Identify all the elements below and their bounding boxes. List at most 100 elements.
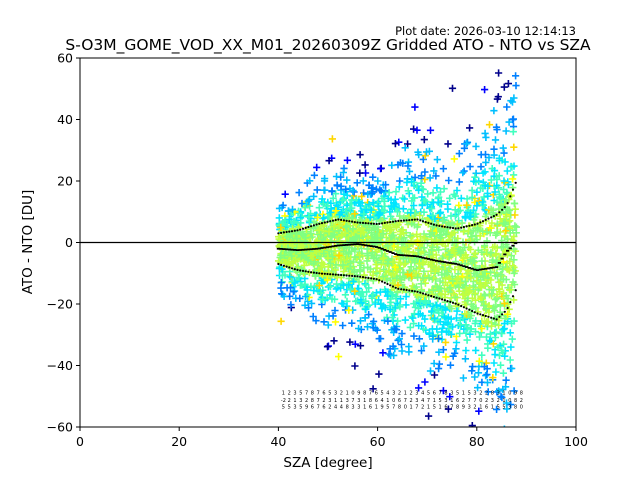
data-point xyxy=(358,192,366,200)
data-point xyxy=(492,250,500,258)
mean-marker xyxy=(361,243,365,246)
bin-count-label: 7 xyxy=(305,391,308,397)
lower-std-marker xyxy=(468,308,471,311)
upper-std-marker xyxy=(498,211,501,214)
data-point xyxy=(389,258,397,266)
data-point xyxy=(399,205,407,213)
data-point xyxy=(329,194,337,202)
upper-std-marker xyxy=(285,230,288,234)
bin-count-label: 2 xyxy=(520,398,523,404)
data-point xyxy=(379,273,387,281)
data-point xyxy=(500,325,508,333)
data-point xyxy=(346,338,354,346)
data-point xyxy=(308,233,316,241)
data-point xyxy=(493,405,501,413)
bin-count-label: 1 xyxy=(462,391,465,397)
upper-std-marker xyxy=(326,220,329,223)
data-point xyxy=(371,233,379,242)
data-point xyxy=(444,205,452,213)
bin-count-label: 1 xyxy=(386,398,389,404)
bin-count-label: 3 xyxy=(328,398,331,404)
lower-std-marker xyxy=(400,288,403,291)
data-point xyxy=(489,209,497,217)
mean-marker xyxy=(429,258,433,261)
data-point xyxy=(449,352,457,360)
data-point xyxy=(340,256,348,264)
data-point xyxy=(301,301,309,309)
data-point xyxy=(309,312,317,321)
bin-count-label: 2 xyxy=(288,398,291,404)
data-point xyxy=(392,222,400,230)
upper-std-marker xyxy=(320,222,324,225)
lower-std-marker xyxy=(509,301,512,304)
data-point xyxy=(411,103,419,111)
data-point xyxy=(500,185,508,194)
data-point xyxy=(428,205,436,213)
data-point xyxy=(361,314,369,322)
bin-count-label: 8 xyxy=(398,405,401,411)
data-point xyxy=(511,222,519,230)
lower-std-marker xyxy=(285,265,288,268)
bin-count-label: 5 xyxy=(439,398,442,404)
data-point xyxy=(474,384,482,392)
lower-std-marker xyxy=(441,298,444,301)
x-tick-label: 80 xyxy=(469,434,485,449)
bin-count-label: 1 xyxy=(410,405,413,411)
data-point xyxy=(369,173,377,181)
data-point xyxy=(489,340,497,348)
data-point xyxy=(505,267,513,275)
upper-std-marker xyxy=(342,219,345,222)
data-point xyxy=(495,285,504,293)
bin-count-label: 6 xyxy=(311,405,314,411)
data-point xyxy=(458,278,466,286)
data-point xyxy=(401,144,409,152)
data-point xyxy=(481,86,489,94)
data-point xyxy=(493,290,501,298)
data-point xyxy=(500,219,508,227)
upper-std-marker xyxy=(290,230,294,233)
data-point xyxy=(483,228,491,236)
data-point xyxy=(456,265,464,274)
data-point xyxy=(450,190,458,198)
data-point xyxy=(479,198,487,206)
data-point xyxy=(369,199,377,207)
data-point xyxy=(487,276,495,284)
data-point xyxy=(343,191,351,199)
data-point xyxy=(484,192,492,200)
data-point xyxy=(320,318,328,326)
data-point xyxy=(365,301,373,309)
lower-std-marker xyxy=(320,272,324,275)
data-point xyxy=(481,150,490,159)
data-point xyxy=(416,297,424,305)
data-point xyxy=(392,326,401,334)
data-point xyxy=(481,281,489,289)
data-point xyxy=(377,335,385,343)
data-point xyxy=(456,321,464,329)
upper-std-marker xyxy=(277,232,280,235)
mean-marker xyxy=(508,247,512,250)
data-point xyxy=(297,219,305,227)
x-tick-label: 40 xyxy=(270,434,286,449)
mean-marker xyxy=(407,254,411,257)
upper-std-marker xyxy=(484,218,487,221)
mean-marker xyxy=(459,264,463,267)
data-point xyxy=(510,171,518,179)
data-point xyxy=(405,167,414,175)
upper-std-marker xyxy=(430,222,433,225)
upper-std-marker xyxy=(372,222,375,225)
mean-marker xyxy=(484,267,488,270)
data-point xyxy=(436,209,444,217)
mean-marker xyxy=(369,245,373,247)
lower-std-marker xyxy=(337,273,340,276)
bin-count-label: 3 xyxy=(392,391,395,397)
data-point xyxy=(407,209,415,217)
data-point xyxy=(395,335,403,343)
data-point xyxy=(439,387,447,395)
data-point xyxy=(424,190,432,198)
data-point xyxy=(409,314,417,322)
data-point xyxy=(466,163,474,171)
data-point xyxy=(369,223,377,231)
data-point xyxy=(471,328,480,336)
bin-count-label: 6 xyxy=(375,391,378,397)
